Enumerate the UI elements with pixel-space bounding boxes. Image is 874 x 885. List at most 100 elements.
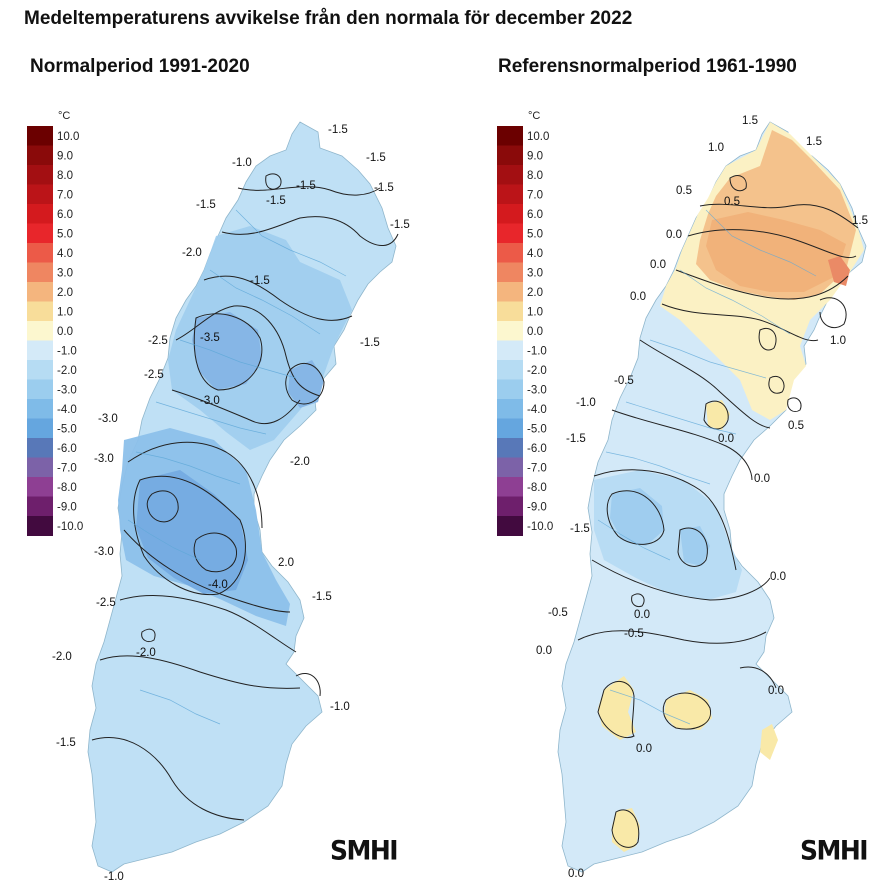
warm-spot-gotland bbox=[760, 724, 778, 760]
warm-spot-mid bbox=[706, 400, 730, 430]
legend-unit: °C bbox=[58, 110, 70, 122]
legend-swatch bbox=[27, 321, 53, 341]
legend-swatch bbox=[27, 184, 53, 205]
svg-text:-2.5: -2.5 bbox=[96, 597, 116, 609]
contour-label-south: 0.0 bbox=[568, 868, 584, 880]
warm-zone-north-core bbox=[706, 212, 846, 292]
svg-text:0.0: 0.0 bbox=[666, 229, 682, 241]
legend-label: -10.0 bbox=[527, 521, 553, 533]
legend-swatch bbox=[497, 379, 523, 400]
legend-swatch bbox=[497, 418, 523, 439]
legend-swatch bbox=[27, 204, 53, 224]
svg-text:0.0: 0.0 bbox=[754, 473, 770, 485]
svg-text:1.5: 1.5 bbox=[806, 136, 822, 148]
legend-swatch bbox=[497, 145, 523, 166]
legend-swatch bbox=[497, 477, 523, 497]
svg-text:-2.5: -2.5 bbox=[144, 369, 164, 381]
warm-zone-north bbox=[660, 122, 864, 420]
legend-label: -6.0 bbox=[527, 443, 547, 455]
svg-text:1.0: 1.0 bbox=[830, 335, 846, 347]
rivers-right bbox=[597, 209, 817, 725]
svg-text:-2.0: -2.0 bbox=[52, 651, 72, 663]
svg-text:-1.5: -1.5 bbox=[328, 124, 348, 136]
legend-swatch bbox=[497, 243, 523, 263]
anomaly-zone-north-left bbox=[168, 226, 352, 450]
legend-swatch bbox=[497, 399, 523, 419]
legend-label: 3.0 bbox=[57, 268, 73, 280]
svg-text:-1.5: -1.5 bbox=[566, 433, 586, 445]
svg-text:-1.5: -1.5 bbox=[570, 523, 590, 535]
warm-spot-north bbox=[828, 256, 850, 286]
svg-text:0.0: 0.0 bbox=[536, 645, 552, 657]
svg-text:-1.5: -1.5 bbox=[366, 152, 386, 164]
legend-label: 9.0 bbox=[57, 151, 73, 163]
svg-text:-1.5: -1.5 bbox=[390, 219, 410, 231]
legend-swatch bbox=[497, 282, 523, 302]
svg-text:1.5: 1.5 bbox=[852, 215, 868, 227]
legend-swatch bbox=[27, 243, 53, 263]
svg-text:0.0: 0.0 bbox=[768, 685, 784, 697]
legend-swatch bbox=[497, 204, 523, 224]
svg-text:-3.5: -3.5 bbox=[200, 332, 220, 344]
legend-label: -5.0 bbox=[57, 424, 77, 436]
legend-swatch bbox=[497, 321, 523, 341]
svg-text:-1.5: -1.5 bbox=[266, 195, 286, 207]
legend-swatch bbox=[497, 438, 523, 458]
legend-label: 8.0 bbox=[527, 170, 543, 182]
legend-swatch bbox=[27, 340, 53, 361]
legend-label: 10.0 bbox=[527, 131, 549, 143]
legend-label: 2.0 bbox=[57, 287, 73, 299]
contour-lines-right bbox=[577, 175, 859, 848]
cool-zone-central bbox=[594, 470, 742, 600]
legend-label: 9.0 bbox=[527, 151, 543, 163]
svg-text:0.0: 0.0 bbox=[634, 609, 650, 621]
legend-label: 5.0 bbox=[527, 229, 543, 241]
svg-text:-1.5: -1.5 bbox=[296, 180, 316, 192]
legend-label: 7.0 bbox=[527, 190, 543, 202]
svg-text:-1.0: -1.0 bbox=[330, 701, 350, 713]
legend-swatch bbox=[27, 145, 53, 166]
legend-swatch bbox=[27, 360, 53, 380]
svg-text:1.5: 1.5 bbox=[742, 115, 758, 127]
svg-text:-1.5: -1.5 bbox=[56, 737, 76, 749]
legend-swatch bbox=[27, 438, 53, 458]
legend-swatch bbox=[27, 126, 53, 146]
warm-spot-south-3 bbox=[612, 808, 640, 852]
rivers-left bbox=[127, 209, 347, 725]
legend-label: -7.0 bbox=[527, 463, 547, 475]
legend-swatch bbox=[497, 126, 523, 146]
legend-swatch bbox=[497, 165, 523, 185]
legend-swatch bbox=[27, 418, 53, 439]
legend-label: 6.0 bbox=[527, 209, 543, 221]
legend-swatch bbox=[27, 457, 53, 478]
legend-label: 4.0 bbox=[527, 248, 543, 260]
sweden-map-left bbox=[87, 121, 397, 873]
legend-label: -7.0 bbox=[57, 463, 77, 475]
legend-swatch bbox=[27, 477, 53, 497]
legend-swatch bbox=[497, 496, 523, 517]
legend-label: 7.0 bbox=[57, 190, 73, 202]
legend-swatch bbox=[497, 184, 523, 205]
svg-text:2.0: 2.0 bbox=[278, 557, 294, 569]
svg-text:0.0: 0.0 bbox=[650, 259, 666, 271]
legend-label: -10.0 bbox=[57, 521, 83, 533]
svg-text:-2.5: -2.5 bbox=[148, 335, 168, 347]
anomaly-core-left-2 bbox=[192, 312, 262, 390]
legend-swatch bbox=[497, 340, 523, 361]
legend-label: -8.0 bbox=[57, 482, 77, 494]
svg-text:-1.5: -1.5 bbox=[360, 337, 380, 349]
svg-text:-1.5: -1.5 bbox=[312, 591, 332, 603]
legend-swatch bbox=[27, 223, 53, 244]
anomaly-zone-central-left bbox=[118, 428, 290, 626]
legend-swatch bbox=[497, 223, 523, 244]
smhi-logo-right: SMHI bbox=[800, 835, 869, 866]
legend-swatch bbox=[27, 399, 53, 419]
warm-zone-north-orange bbox=[696, 130, 856, 300]
legend-label: 5.0 bbox=[57, 229, 73, 241]
legend-swatch bbox=[27, 301, 53, 322]
legend-label: -5.0 bbox=[527, 424, 547, 436]
legend-swatch bbox=[27, 165, 53, 185]
sweden-map-right bbox=[557, 121, 867, 873]
legend-label: -4.0 bbox=[527, 404, 547, 416]
